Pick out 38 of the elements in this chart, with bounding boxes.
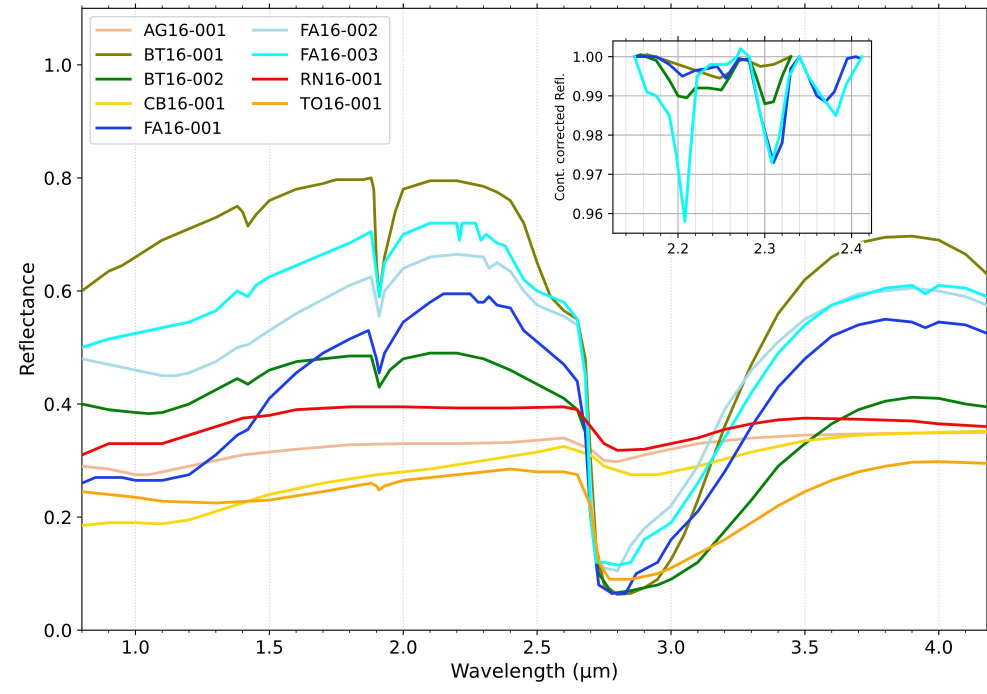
x-tick-label: 3.0 <box>658 640 684 654</box>
legend-label: BT16-002 <box>145 72 223 86</box>
line-series <box>82 460 987 581</box>
legend-label: FA16-002 <box>302 24 377 36</box>
line-series <box>82 430 987 527</box>
y-tick-label: 0.97 <box>573 169 602 180</box>
y-axis-title: Reflectance <box>19 263 34 374</box>
x-tick-label: 4.0 <box>925 640 952 654</box>
y-tick-label: 1.0 <box>45 58 71 72</box>
legend-label: RN16-001 <box>302 72 382 86</box>
x-axis-title: Wavelength (μm) <box>451 662 617 682</box>
line-series <box>633 47 864 223</box>
x-tick-label: 2.4 <box>842 243 862 254</box>
y-tick-label: 0.98 <box>573 130 602 141</box>
y-tick-label: 0.2 <box>44 510 70 524</box>
legend-label: BT16-001 <box>145 48 223 61</box>
legend-label: FA16-001 <box>145 121 221 134</box>
x-tick-label: 1.5 <box>256 640 282 654</box>
legend-label: CB16-001 <box>144 97 224 110</box>
x-tick-label: 2.0 <box>390 640 416 654</box>
x-tick-label: 1.0 <box>123 640 149 654</box>
line-series <box>82 405 987 456</box>
y-tick-label: 0.96 <box>573 208 602 220</box>
legend-label: FA16-003 <box>302 48 378 61</box>
x-tick-label: 3.5 <box>792 640 818 654</box>
line-series <box>82 292 987 595</box>
y-tick-label: 0.8 <box>44 171 71 186</box>
x-tick-label: 2.5 <box>524 640 550 654</box>
y-tick-label: 0.6 <box>44 284 72 298</box>
y-tick-label: 0.4 <box>44 397 72 412</box>
y-tick-label: 0.99 <box>573 90 602 102</box>
legend-label: AG16-001 <box>144 24 226 36</box>
y-tick-label: 1.00 <box>574 52 602 62</box>
y-axis-title: Cont. corrected Refl. <box>554 74 564 200</box>
y-tick-label: 0.0 <box>44 624 71 638</box>
legend-label: TO16-001 <box>300 97 381 110</box>
x-tick-label: 2.3 <box>754 243 775 254</box>
x-tick-label: 2.2 <box>668 243 688 254</box>
